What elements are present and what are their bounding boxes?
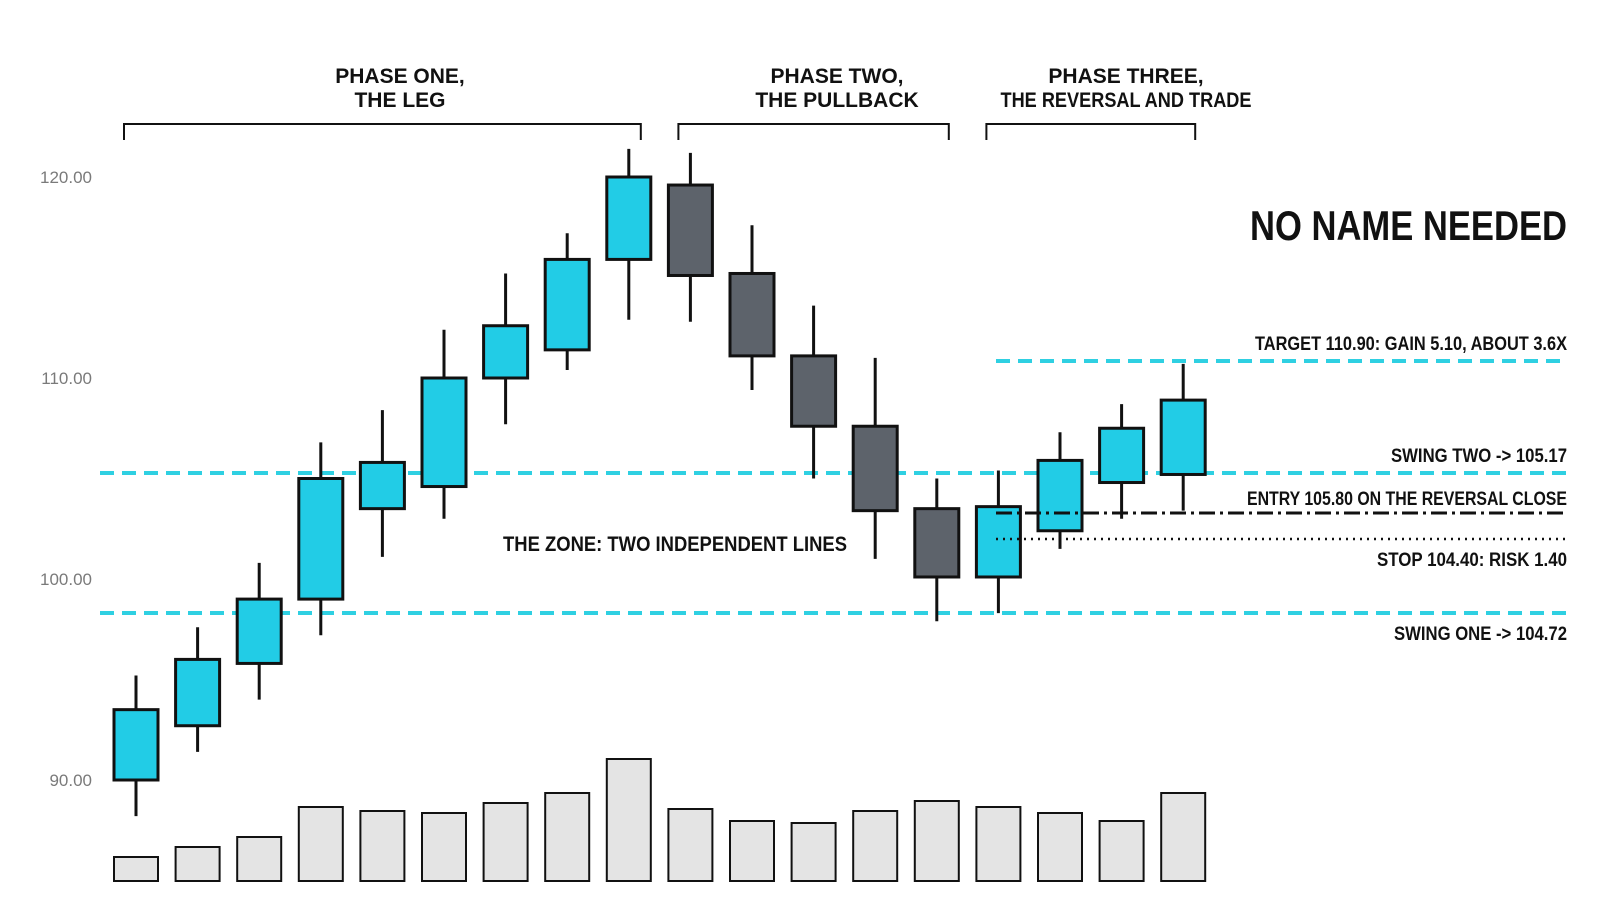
candle-body xyxy=(851,424,899,513)
candle-body xyxy=(728,271,776,358)
phase-bracket xyxy=(985,123,1197,140)
phase-one-line2: THE LEG xyxy=(354,89,445,112)
y-tick-label: 110.00 xyxy=(41,369,92,388)
candles xyxy=(112,148,1567,817)
volume-bar xyxy=(544,792,591,882)
phase-two-line1: PHASE TWO, xyxy=(770,65,903,88)
volume-bar xyxy=(852,810,899,882)
volume-bar xyxy=(421,812,467,882)
volume-bar xyxy=(1098,820,1145,882)
volume-bar xyxy=(113,856,159,882)
phase-three-line1: PHASE THREE, xyxy=(1048,65,1203,88)
volume-bar xyxy=(913,800,960,882)
phase-three-line2: THE REVERSAL AND TRADE xyxy=(1001,89,1252,112)
volume-bar xyxy=(236,836,283,882)
annotation-labels: NO NAME NEEDED THE ZONE: TWO INDEPENDENT… xyxy=(335,65,1567,645)
volume-bar xyxy=(1037,812,1083,882)
y-tick-label: 120.00 xyxy=(40,168,92,187)
volume-bar xyxy=(174,846,221,882)
phase-brackets xyxy=(123,123,1197,140)
y-tick-label: 90.00 xyxy=(49,771,92,790)
volume-bar xyxy=(359,810,406,882)
volume-bar xyxy=(790,822,837,882)
price-levels xyxy=(100,359,1567,615)
swing-one-label: SWING ONE -> 104.72 xyxy=(1394,624,1567,645)
entry-label: ENTRY 105.80 ON THE REVERSAL CLOSE xyxy=(1247,489,1567,510)
candle-body xyxy=(666,183,714,277)
phase-bracket xyxy=(677,123,950,140)
candle-body xyxy=(174,657,222,728)
volume-bar xyxy=(605,758,652,882)
candle-body xyxy=(112,708,160,782)
volume-bar xyxy=(667,808,714,882)
phase-one-line1: PHASE ONE, xyxy=(335,65,465,88)
phase-bracket xyxy=(123,123,642,140)
candle-body xyxy=(543,257,591,352)
zone-label: THE ZONE: TWO INDEPENDENT LINES xyxy=(503,533,847,556)
volume-bar xyxy=(729,820,775,882)
candle-body xyxy=(1159,398,1207,476)
y-axis: 120.00 110.00 100.00 90.00 xyxy=(40,168,92,790)
phase-two-line2: THE PULLBACK xyxy=(755,89,918,112)
volume-bar xyxy=(1160,792,1207,882)
volume-bar xyxy=(482,802,529,882)
chart-title: NO NAME NEEDED xyxy=(1250,202,1567,249)
candle-body xyxy=(358,460,406,511)
candle-body xyxy=(1036,458,1084,533)
candle-body xyxy=(297,477,345,601)
target-label: TARGET 110.90: GAIN 5.10, ABOUT 3.6X xyxy=(1255,334,1567,355)
candle-body xyxy=(974,505,1022,579)
y-tick-label: 100.00 xyxy=(40,570,92,589)
volume-bar xyxy=(975,806,1022,882)
volume-bar xyxy=(297,806,344,882)
stop-label: STOP 104.40: RISK 1.40 xyxy=(1377,550,1567,571)
candle-body xyxy=(482,324,530,380)
candle-body xyxy=(790,354,838,428)
swing-two-label: SWING TWO -> 105.17 xyxy=(1391,446,1567,467)
candle-body xyxy=(605,175,653,261)
volume-bars xyxy=(113,758,1207,882)
candle-body xyxy=(420,376,468,489)
candle-body xyxy=(235,597,283,665)
candle-body xyxy=(1098,426,1146,485)
candle-body xyxy=(913,507,961,579)
